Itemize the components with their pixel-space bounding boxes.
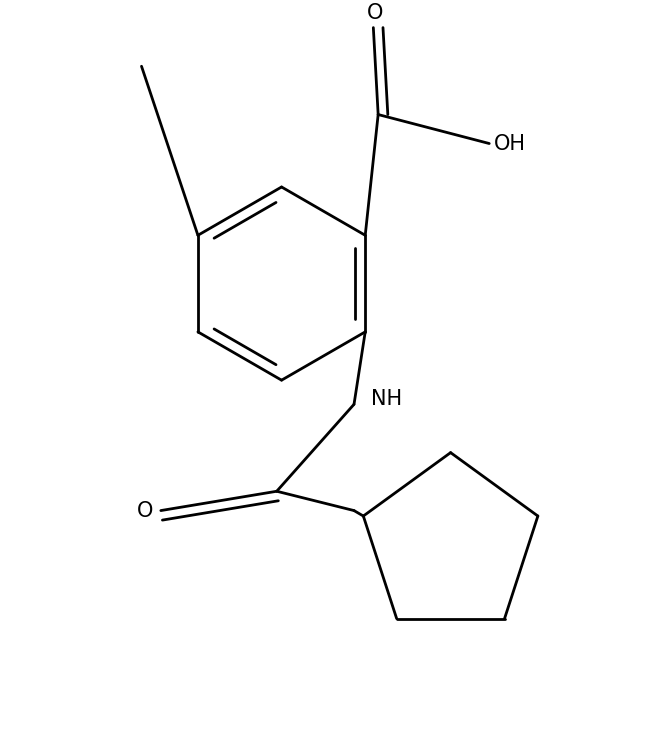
Text: O: O bbox=[367, 3, 383, 22]
Text: O: O bbox=[137, 500, 153, 520]
Text: OH: OH bbox=[494, 134, 526, 154]
Text: NH: NH bbox=[372, 389, 402, 410]
